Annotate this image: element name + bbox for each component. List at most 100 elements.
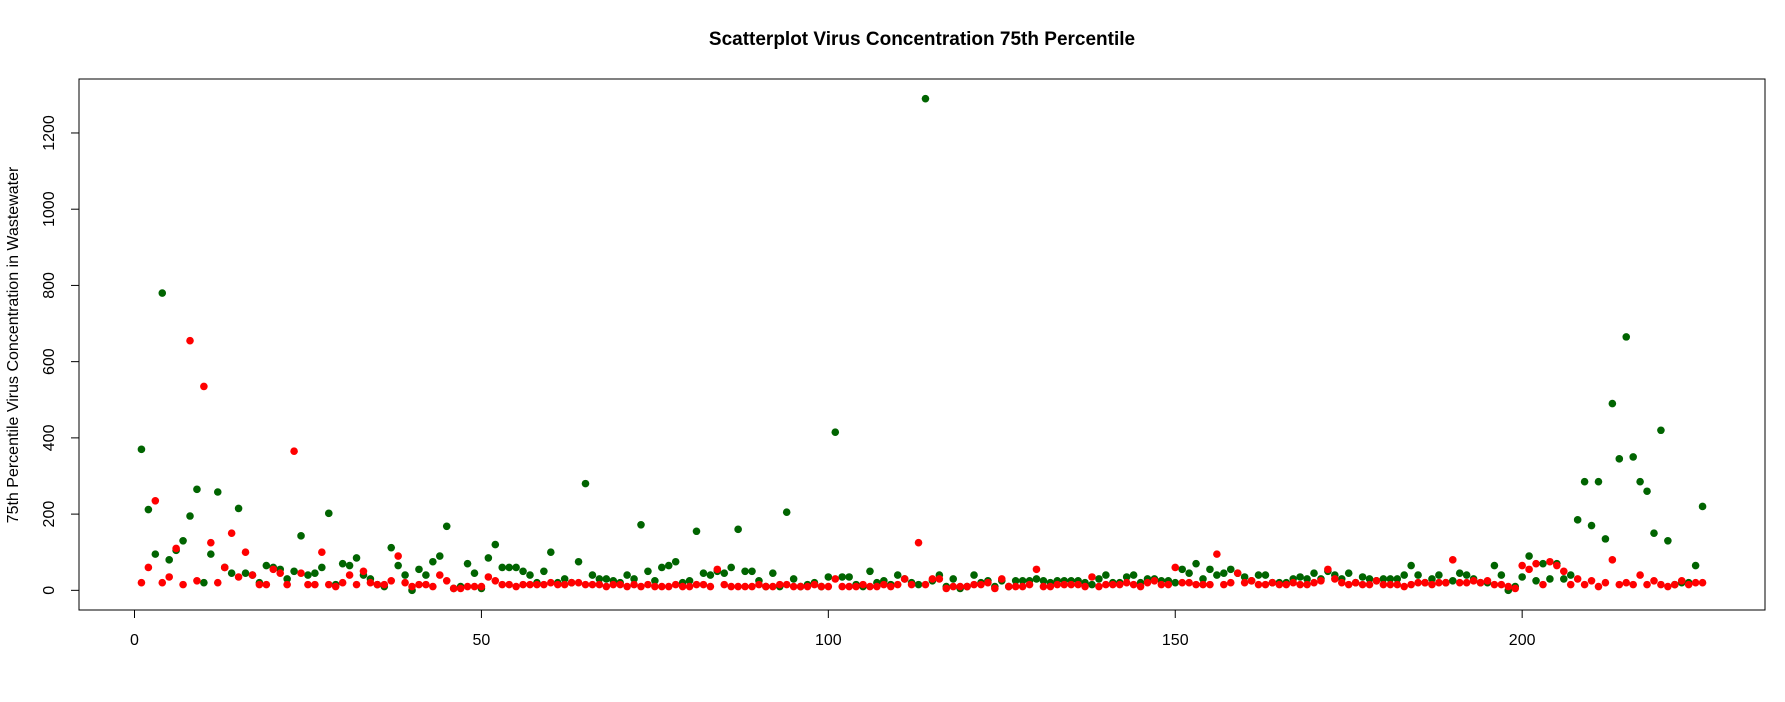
point (1664, 536, 1672, 545)
y-tick-label: 1200 (41, 115, 58, 151)
point (838, 573, 847, 581)
point (831, 575, 840, 583)
point (1650, 529, 1658, 537)
point (782, 508, 791, 517)
point (1240, 573, 1249, 581)
point (1677, 577, 1686, 585)
point (1684, 580, 1693, 589)
point (1122, 573, 1131, 581)
point (505, 563, 513, 572)
point (1643, 487, 1651, 496)
point (1636, 571, 1644, 579)
point (1331, 575, 1339, 583)
point (241, 548, 250, 557)
point (1448, 577, 1457, 585)
point (734, 525, 742, 534)
point (970, 571, 978, 579)
point (1657, 580, 1665, 589)
point (685, 582, 694, 591)
point (547, 548, 555, 557)
point (1566, 580, 1575, 589)
point (373, 580, 382, 589)
point (831, 428, 840, 436)
point (491, 540, 500, 549)
point (1476, 578, 1485, 587)
point (1504, 582, 1513, 591)
point (1275, 580, 1284, 589)
point (949, 575, 958, 583)
point (1351, 578, 1360, 587)
point (220, 563, 229, 572)
point (727, 563, 735, 572)
point (1254, 571, 1263, 579)
point (366, 578, 375, 587)
point (1171, 563, 1180, 572)
point (1539, 559, 1547, 568)
point (137, 445, 146, 454)
point (165, 556, 173, 564)
point (186, 336, 194, 345)
point (1310, 569, 1318, 577)
point (1206, 580, 1214, 589)
point (311, 569, 319, 577)
point (324, 580, 333, 589)
point (1601, 535, 1610, 543)
point (803, 582, 812, 591)
point (540, 567, 548, 576)
point (463, 582, 472, 591)
point (179, 536, 187, 545)
point (1400, 571, 1409, 579)
point (838, 582, 847, 591)
point (1414, 578, 1422, 587)
point (1053, 580, 1062, 589)
point (1365, 575, 1374, 583)
point (477, 582, 486, 591)
x-tick-label: 150 (1162, 632, 1189, 649)
point (1435, 571, 1443, 579)
point (1587, 577, 1596, 585)
point (1455, 569, 1464, 577)
point (956, 582, 964, 591)
point (859, 580, 867, 589)
point (442, 522, 451, 531)
point (1490, 561, 1499, 570)
point (1400, 582, 1409, 591)
point (644, 567, 652, 576)
point (1046, 582, 1055, 591)
point (1088, 580, 1096, 589)
point (1629, 453, 1637, 461)
point (512, 563, 520, 572)
point (1088, 573, 1096, 581)
point (1671, 580, 1679, 589)
point (345, 561, 354, 570)
point (484, 573, 493, 581)
point (630, 580, 638, 589)
point (1414, 571, 1422, 579)
point (1303, 580, 1311, 589)
point (1226, 578, 1235, 587)
point (658, 582, 666, 591)
point (422, 580, 430, 589)
point (789, 575, 798, 583)
point (997, 575, 1006, 583)
point (762, 582, 770, 591)
y-tick-label: 800 (41, 272, 58, 299)
point (1358, 580, 1367, 589)
point (1303, 575, 1311, 583)
point (1497, 571, 1506, 579)
point (1615, 455, 1624, 463)
x-tick-label: 0 (130, 632, 139, 649)
point (1379, 580, 1388, 589)
y-tick-label: 1000 (41, 191, 58, 227)
point (949, 582, 958, 591)
point (144, 505, 153, 514)
point (977, 580, 985, 589)
point (505, 580, 513, 589)
point (1691, 561, 1700, 570)
point (193, 485, 201, 494)
point (1199, 575, 1207, 583)
point (1386, 575, 1395, 583)
point (1407, 580, 1415, 589)
